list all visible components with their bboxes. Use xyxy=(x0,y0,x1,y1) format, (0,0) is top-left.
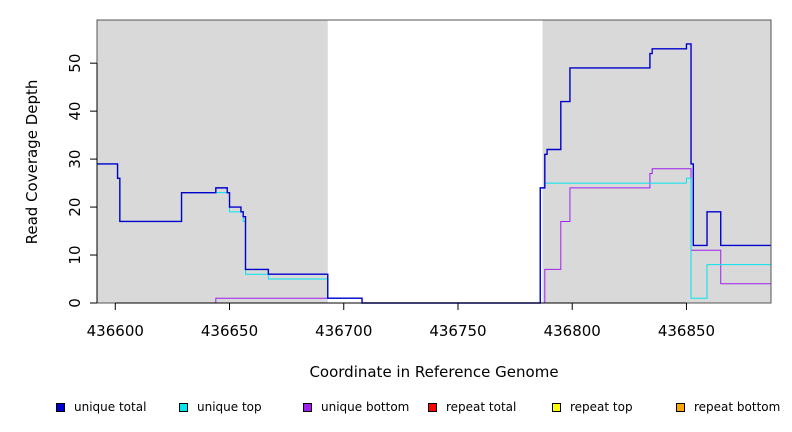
shaded-regions xyxy=(97,20,771,303)
x-tick-label: 436600 xyxy=(87,322,144,340)
legend: unique total unique top unique bottom re… xyxy=(0,400,792,420)
legend-swatch-repeat-total xyxy=(428,402,437,412)
y-axis-title: Read Coverage Depth xyxy=(23,80,41,245)
x-tick-label: 436850 xyxy=(658,322,715,340)
shaded-region-2 xyxy=(542,20,771,303)
legend-label: repeat top xyxy=(570,400,633,414)
legend-swatch-repeat-top xyxy=(552,402,561,412)
legend-swatch-unique-total xyxy=(56,402,65,412)
legend-item-unique-total: unique total xyxy=(56,400,146,414)
x-axis: 436600 436650 436700 436750 436800 436850 xyxy=(87,302,715,340)
legend-label: unique bottom xyxy=(321,400,410,414)
shaded-region-1 xyxy=(97,20,328,303)
x-axis-title: Coordinate in Reference Genome xyxy=(309,363,558,381)
x-tick-label: 436750 xyxy=(429,322,486,340)
y-axis: 0 10 20 30 40 50 xyxy=(66,54,98,308)
legend-item-unique-bottom: unique bottom xyxy=(303,400,409,414)
legend-swatch-unique-bottom xyxy=(303,402,312,412)
y-tick-label: 40 xyxy=(66,102,84,121)
y-tick-label: 0 xyxy=(66,298,84,308)
legend-label: unique top xyxy=(197,400,262,414)
legend-item-repeat-bottom: repeat bottom xyxy=(676,400,780,414)
legend-item-repeat-total: repeat total xyxy=(428,400,516,414)
y-tick-label: 50 xyxy=(66,54,84,73)
legend-label: repeat bottom xyxy=(694,400,781,414)
y-tick-label: 30 xyxy=(66,150,84,169)
legend-swatch-unique-top xyxy=(179,402,188,412)
y-tick-label: 10 xyxy=(66,245,84,264)
x-tick-label: 436650 xyxy=(201,322,258,340)
y-tick-label: 20 xyxy=(66,198,84,217)
legend-item-repeat-top: repeat top xyxy=(552,400,633,414)
legend-label: repeat total xyxy=(446,400,517,414)
legend-item-unique-top: unique top xyxy=(179,400,262,414)
legend-label: unique total xyxy=(74,400,147,414)
x-tick-label: 436800 xyxy=(544,322,601,340)
x-tick-label: 436700 xyxy=(315,322,372,340)
legend-swatch-repeat-bottom xyxy=(676,402,685,412)
